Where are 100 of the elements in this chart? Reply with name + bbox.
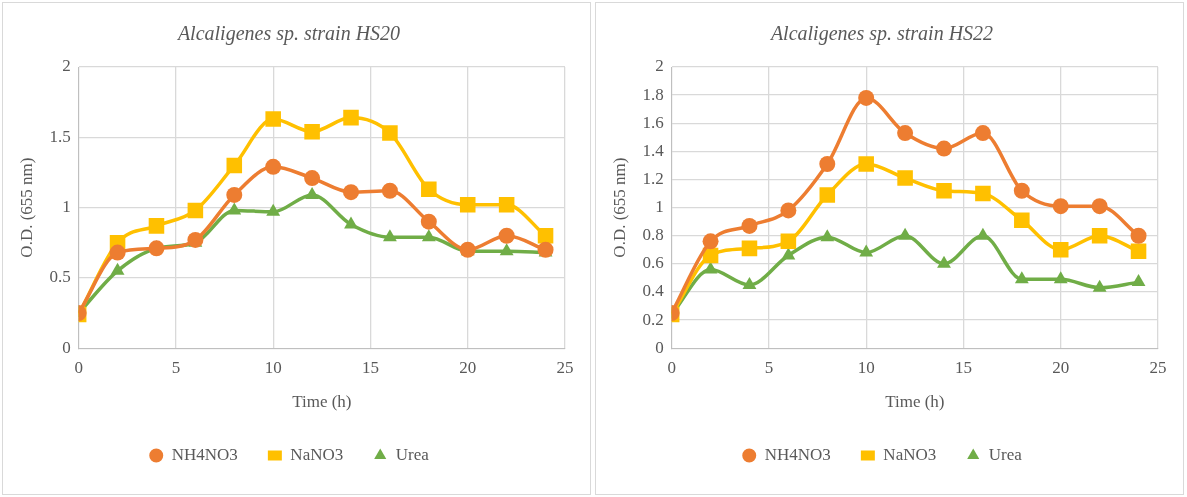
point [1053,271,1068,284]
point [265,158,282,175]
x-tick-label: 20 [459,357,477,377]
point [780,202,797,219]
chart-title: Alcaligenes sp. strain HS22 [768,22,994,46]
x-tick-label: 15 [954,357,972,377]
legend-label: Urea [395,444,430,464]
point [975,185,991,202]
legend-label: NH4NO3 [171,444,238,464]
point [148,218,165,234]
point [1091,198,1108,215]
point [498,227,515,244]
y-tick-label: 0.8 [642,225,664,245]
point [498,197,515,213]
y-tick-label: 1.5 [49,126,71,146]
point [702,233,719,250]
point [265,111,281,127]
y-tick-label: 0.5 [49,267,71,287]
y-axis-title: O.D. (655 nm) [16,157,36,258]
point [382,229,397,242]
point [898,227,913,240]
y-tick-label: 1 [62,197,71,217]
point [226,157,243,174]
x-tick-label: 5 [171,357,181,377]
point [1014,271,1029,284]
point [897,125,914,142]
point [109,244,126,261]
point [304,123,320,140]
point [148,240,165,257]
point [1052,242,1069,258]
point [110,262,125,275]
y-tick-label: 1.6 [642,112,664,132]
x-tick-label: 20 [1052,357,1070,377]
legend-label: NaNO3 [290,444,344,464]
point [975,227,990,240]
point [936,182,952,199]
point [858,156,874,172]
point [1013,182,1030,199]
point [742,276,757,289]
point [266,203,281,216]
y-tick-label: 0.4 [642,281,665,301]
legend-label: NaNO3 [883,444,937,464]
y-tick-label: 2 [62,56,71,76]
point [820,229,835,242]
point [974,125,991,142]
point [381,182,398,199]
legend-label: NH4NO3 [764,444,831,464]
x-axis-title: Time (h) [292,392,352,412]
point [1091,227,1108,244]
point [421,181,437,198]
point [780,233,797,250]
point [819,187,836,203]
y-tick-label: 1.4 [642,140,665,160]
point [1130,227,1147,244]
point [343,184,360,201]
point [781,247,796,260]
point [897,170,913,186]
point [499,243,514,256]
point [226,186,243,203]
point [420,213,437,230]
x-tick-label: 25 [1149,357,1167,377]
y-tick-label: 1.8 [642,84,664,104]
point [859,244,874,257]
y-tick-label: 0.2 [642,309,664,329]
point [382,125,398,141]
point [344,216,358,229]
point [187,202,204,219]
point [227,202,242,215]
point [1014,212,1030,229]
x-tick-label: 15 [361,357,379,377]
point [703,261,718,274]
point [1092,279,1107,292]
legend-label: Urea [988,444,1023,464]
y-tick-label: 0 [655,337,664,357]
point [741,240,758,257]
x-tick-label: 5 [764,357,774,377]
y-tick-label: 1 [655,197,664,217]
point [936,140,953,157]
point [819,156,836,173]
y-tick-label: 1.2 [642,168,664,188]
point [741,217,758,234]
point [1052,198,1069,215]
point [343,109,359,126]
x-tick-label: 10 [264,357,282,377]
y-tick-label: 0.6 [642,253,664,273]
point [1130,243,1147,259]
point [421,229,436,242]
chart-title: Alcaligenes sp. strain HS20 [175,22,401,46]
point [459,197,476,213]
point [1131,274,1146,287]
point [858,89,875,106]
x-tick-label: 25 [556,357,574,377]
point [537,227,554,244]
y-tick-label: 2 [655,56,664,76]
point [937,255,951,268]
y-tick-label: 0 [62,337,71,357]
x-tick-label: 10 [857,357,875,377]
y-axis-title: O.D. (655 nm) [609,157,629,258]
point [304,170,321,187]
x-axis-title: Time (h) [885,392,945,412]
